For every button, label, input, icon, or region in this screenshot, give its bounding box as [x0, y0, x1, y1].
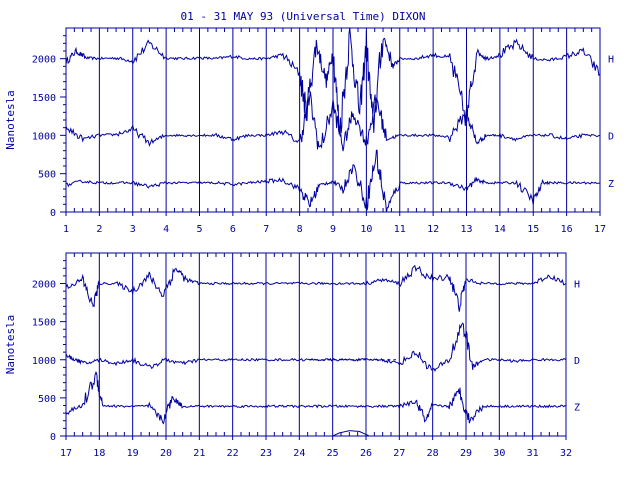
x-tick-label-12: 12	[427, 224, 439, 235]
x-tick-label-11: 11	[394, 224, 406, 235]
panel-bottom: 0 500 1000 1500 2000 17 18 19 20 21 22 23 24 25 26 27 2…	[4, 252, 580, 459]
series-line-D-1	[65, 322, 567, 372]
x-tick-label-17: 17	[594, 224, 606, 235]
series-line-Z-1	[65, 371, 567, 425]
y-tick-label-2000: 2000	[32, 55, 56, 66]
series-label-H: H	[608, 55, 614, 66]
series-labels-bottom: H D Z	[574, 280, 580, 414]
x-tick-label-23: 23	[260, 448, 272, 459]
x-tick-label-6: 6	[230, 224, 236, 235]
x-tick-label-3: 3	[130, 224, 136, 235]
x-tick-label-17: 17	[60, 448, 72, 459]
grid-bottom	[73, 253, 559, 436]
grid-top	[73, 28, 593, 212]
y-tick-label-0: 0	[50, 432, 56, 443]
x-tick-label-15: 15	[527, 224, 539, 235]
y-tick-label-500: 500	[38, 394, 56, 405]
series-label-H: H	[574, 280, 580, 291]
y-axis-label-bottom: Nanotesla	[4, 315, 17, 375]
x-tick-label-14: 14	[494, 224, 506, 235]
series-label-D: D	[574, 356, 580, 367]
series-labels-top: H D Z	[608, 55, 614, 190]
y-tick-label-1000: 1000	[32, 131, 56, 142]
x-tick-label-22: 22	[227, 448, 239, 459]
x-tick-label-27: 27	[393, 448, 405, 459]
y-ticks-top: 0 500 1000 1500 2000	[32, 35, 66, 219]
y-tick-label-1000: 1000	[32, 356, 56, 367]
x-tick-label-13: 13	[460, 224, 472, 235]
x-tick-label-31: 31	[527, 448, 539, 459]
x-ticks-bottom: 17 18 19 20 21 22 23 24 25 26 27 28 29 30 31 32	[60, 436, 572, 459]
x-tick-label-5: 5	[196, 224, 202, 235]
series-line-H-1	[65, 264, 567, 312]
x-tick-label-18: 18	[93, 448, 105, 459]
x-tick-label-8: 8	[297, 224, 303, 235]
x-tick-label-26: 26	[360, 448, 372, 459]
y-tick-label-2000: 2000	[32, 280, 56, 291]
series-line-D-0	[65, 91, 601, 152]
x-tick-label-19: 19	[127, 448, 139, 459]
y-tick-label-0: 0	[50, 208, 56, 219]
x-tick-label-29: 29	[460, 448, 472, 459]
y-tick-label-500: 500	[38, 170, 56, 181]
chart-title: 01 - 31 MAY 93 (Universal Time) DIXON	[180, 10, 425, 23]
plot-area-bottom	[65, 252, 567, 437]
x-tick-label-10: 10	[360, 224, 372, 235]
y-ticks-bottom: 0 500 1000 1500 2000	[32, 260, 66, 443]
x-tick-label-16: 16	[561, 224, 573, 235]
y-tick-label-1500: 1500	[32, 93, 56, 104]
y-tick-label-1500: 1500	[32, 318, 56, 329]
series-label-Z: Z	[574, 402, 580, 413]
x-tick-label-30: 30	[493, 448, 505, 459]
y-axis-label-top: Nanotesla	[4, 90, 17, 150]
x-tick-label-24: 24	[293, 448, 305, 459]
x-tick-label-2: 2	[96, 224, 102, 235]
x-tick-label-28: 28	[427, 448, 439, 459]
series-line-extra-1	[332, 430, 370, 437]
series-label-D: D	[608, 131, 614, 142]
x-tick-label-20: 20	[160, 448, 172, 459]
series-group-bottom	[65, 264, 567, 437]
x-tick-label-25: 25	[327, 448, 339, 459]
x-tick-label-32: 32	[560, 448, 572, 459]
series-label-Z: Z	[608, 179, 614, 190]
series-line-Z-0	[65, 149, 601, 213]
x-tick-label-21: 21	[193, 448, 205, 459]
x-tick-label-4: 4	[163, 224, 169, 235]
x-tick-label-1: 1	[63, 224, 69, 235]
x-ticks-top: 1 2 3 4 5 6 7 8 9 10 11 12 13 14 15 16 17	[63, 212, 606, 235]
x-tick-label-9: 9	[330, 224, 336, 235]
series-group-top	[65, 27, 601, 213]
x-tick-label-7: 7	[263, 224, 269, 235]
